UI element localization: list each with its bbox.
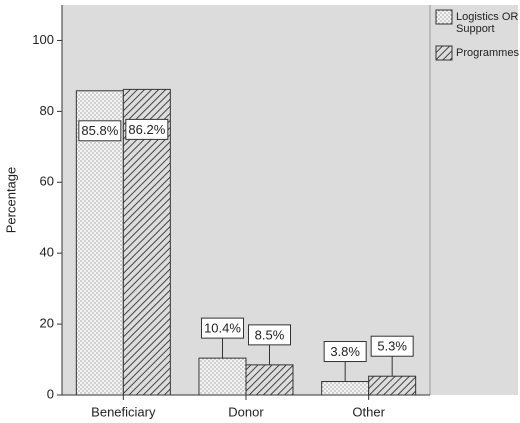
y-tick-label: 100 [32, 32, 54, 47]
y-tick-label: 40 [40, 245, 54, 260]
bar [368, 375, 417, 396]
legend-item: Logistics OR Support [456, 11, 519, 35]
legend-label: Programmes [456, 47, 519, 59]
bar [198, 357, 247, 396]
bar [75, 90, 124, 396]
y-tick-label: 60 [40, 174, 54, 189]
y-axis-title: Percentage [3, 167, 18, 234]
value-label: 10.4% [204, 321, 241, 336]
value-label: 5.3% [377, 339, 407, 354]
legend-swatch [435, 45, 453, 61]
legend-swatch [435, 9, 453, 25]
label-box [125, 118, 169, 140]
bar [321, 381, 370, 396]
x-tick-label: Other [352, 404, 385, 419]
value-label: 3.8% [330, 344, 360, 359]
legend-item: Programmes [456, 47, 519, 59]
value-label: 85.8% [81, 123, 118, 138]
bar [122, 88, 171, 396]
label-box [248, 324, 291, 346]
y-tick-label: 20 [40, 316, 54, 331]
value-label: 8.5% [255, 327, 285, 342]
y-tick-label: 0 [47, 386, 54, 401]
label-box [370, 335, 414, 357]
legend-label: Logistics OR Support [456, 11, 519, 35]
bar [245, 364, 294, 396]
x-tick-label: Beneficiary [91, 404, 156, 419]
label-box [78, 120, 122, 142]
label-box [201, 317, 244, 339]
label-box [323, 341, 367, 363]
x-tick-label: Donor [228, 404, 264, 419]
value-label: 86.2% [128, 122, 165, 137]
y-tick-label: 80 [40, 103, 54, 118]
